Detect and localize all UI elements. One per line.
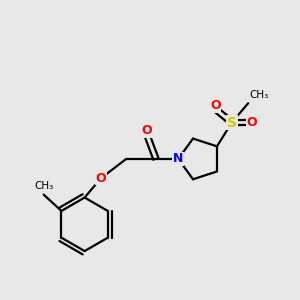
Text: CH₃: CH₃: [250, 90, 269, 100]
Text: N: N: [173, 152, 183, 165]
Text: N: N: [173, 152, 183, 165]
Text: S: S: [227, 116, 237, 130]
Text: CH₃: CH₃: [34, 181, 53, 191]
Text: O: O: [142, 124, 152, 137]
Text: O: O: [96, 172, 106, 185]
Text: O: O: [210, 99, 221, 112]
Text: O: O: [246, 116, 257, 129]
